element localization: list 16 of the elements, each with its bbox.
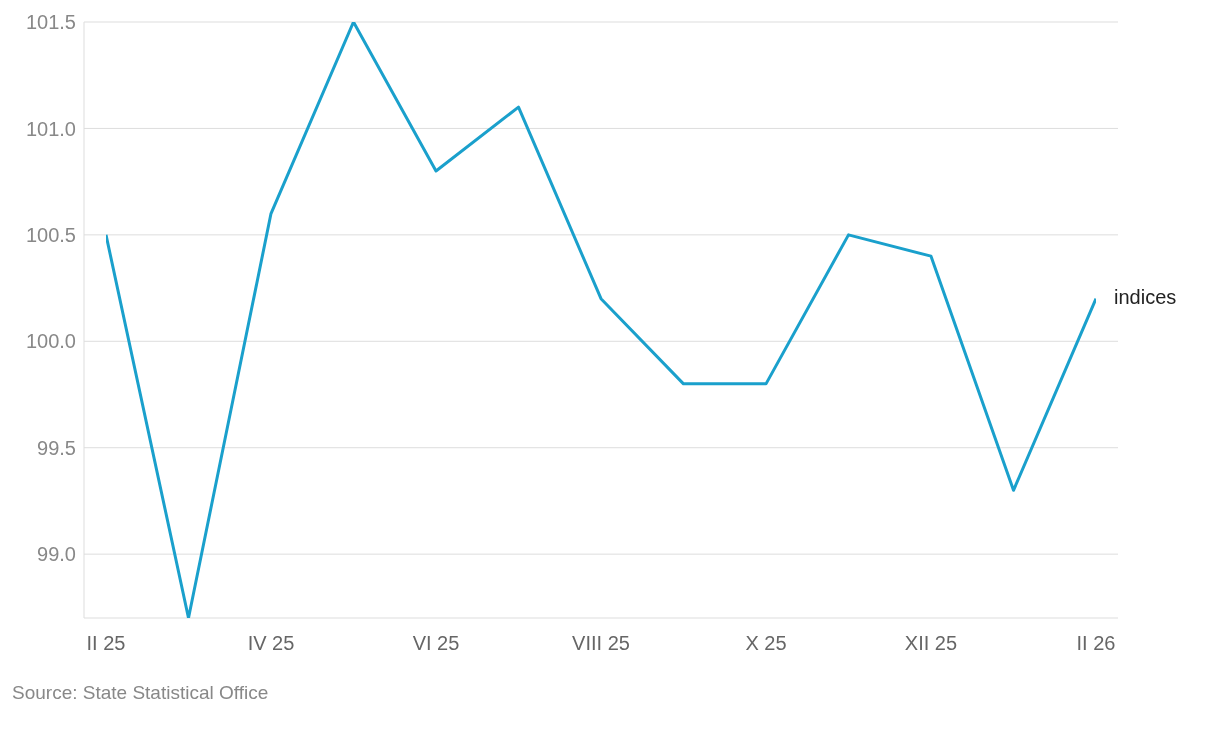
y-tick-label: 100.5 — [25, 223, 76, 246]
y-tick-label: 99.5 — [37, 436, 76, 459]
x-tick-label: II 26 — [1076, 632, 1116, 655]
y-tick-label: 99.0 — [37, 543, 76, 566]
x-tick-label: VI 25 — [412, 632, 460, 655]
y-tick-label: 101.5 — [25, 11, 76, 34]
series-label: indices — [1114, 285, 1177, 308]
source-note: Source: State Statistical Office — [12, 682, 270, 704]
y-tick-label: 100.0 — [25, 330, 76, 353]
x-tick-label: VIII 25 — [572, 632, 630, 655]
x-tick-label: X 25 — [745, 632, 787, 655]
y-tick-label: 101.0 — [25, 117, 76, 140]
x-tick-label: II 25 — [86, 632, 126, 655]
line-series — [106, 22, 1096, 618]
x-tick-label: XII 25 — [904, 632, 958, 655]
x-tick-label: IV 25 — [247, 632, 295, 655]
